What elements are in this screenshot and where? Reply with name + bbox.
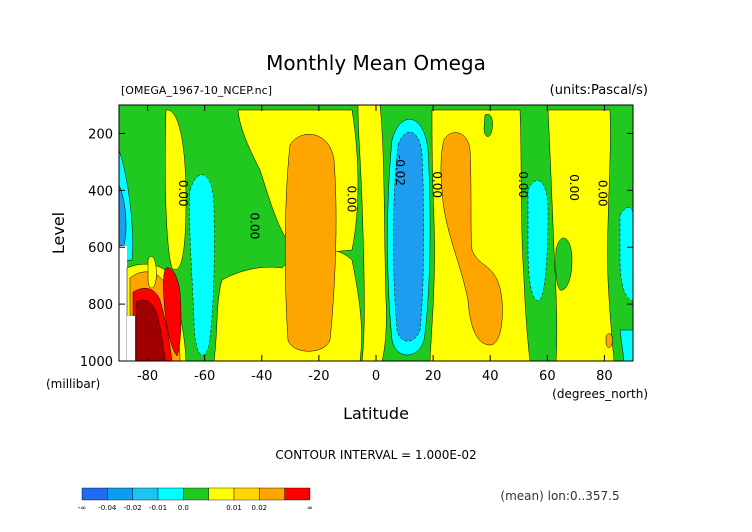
- x-axis-units: (degrees_north): [552, 387, 648, 401]
- x-tick-label: 80: [596, 369, 613, 384]
- x-tick-label: 20: [425, 369, 442, 384]
- x-tick-label: 40: [482, 369, 499, 384]
- colorbar-swatch: [107, 487, 133, 501]
- x-tick-label: -20: [308, 369, 329, 384]
- x-tick-label: 0: [372, 369, 380, 384]
- colorbar-swatch: [157, 487, 184, 501]
- colorbar-swatch: [132, 487, 159, 501]
- contour-label: 0.00: [247, 213, 261, 240]
- chart-title: Monthly Mean Omega: [266, 51, 486, 75]
- colorbar-label: 0.0: [178, 504, 189, 512]
- colorbar: -∞ -0.04 -0.02 -0.01 0.0 0.01 0.02 ∞: [78, 487, 313, 512]
- contour-label: 0.00: [516, 171, 530, 198]
- contour-label: -0.02: [393, 155, 407, 186]
- colorbar-swatch: [183, 487, 209, 501]
- colorbar-label: -0.02: [124, 504, 142, 512]
- y-tick-label: 600: [88, 241, 113, 256]
- y-axis-ticks: 200 400 600 800 1000: [80, 127, 633, 370]
- colorbar-label: -0.01: [149, 504, 167, 512]
- colorbar-swatch: [208, 487, 235, 501]
- y-axis-units: (millibar): [46, 377, 100, 391]
- x-axis-ticks: -80 -60 -40 -20 0 20 40 60 80: [137, 105, 613, 384]
- colorbar-label: 0.01: [226, 504, 242, 512]
- colorbar-label: -0.04: [98, 504, 117, 512]
- colorbar-swatch: [233, 487, 260, 501]
- colorbar-label: ∞: [307, 504, 313, 512]
- y-tick-label: 1000: [80, 355, 113, 370]
- contour-label: 0.00: [344, 186, 358, 213]
- y-axis-title: Level: [49, 212, 68, 254]
- colorbar-label: -∞: [78, 504, 86, 512]
- x-tick-label: 60: [539, 369, 556, 384]
- mean-label: (mean) lon:0..357.5: [500, 489, 619, 503]
- colorbar-swatch: [81, 487, 108, 501]
- x-tick-label: -60: [194, 369, 215, 384]
- colorbar-label: 0.02: [252, 504, 268, 512]
- x-tick-label: -40: [251, 369, 272, 384]
- colorbar-swatch: [259, 487, 285, 501]
- units-label: (units:Pascal/s): [550, 83, 648, 98]
- contour-interval: CONTOUR INTERVAL = 1.000E-02: [275, 448, 476, 462]
- x-axis-title: Latitude: [343, 404, 409, 423]
- contour-label: 0.00: [176, 180, 190, 207]
- y-tick-label: 200: [88, 127, 113, 142]
- y-tick-label: 800: [88, 298, 113, 313]
- file-label: [OMEGA_1967-10_NCEP.nc]: [121, 84, 272, 97]
- contour-field: [119, 105, 633, 361]
- contour-label: 0.00: [430, 171, 444, 198]
- colorbar-swatch: [284, 487, 311, 501]
- contour-label: 0.00: [567, 174, 581, 201]
- contour-label: 0.00: [596, 180, 610, 207]
- contour-labels: 0.00 0.00 0.00 -0.02 0.00 0.00 0.00 0.00: [176, 155, 610, 239]
- x-tick-label: -80: [137, 369, 158, 384]
- y-tick-label: 400: [88, 184, 113, 199]
